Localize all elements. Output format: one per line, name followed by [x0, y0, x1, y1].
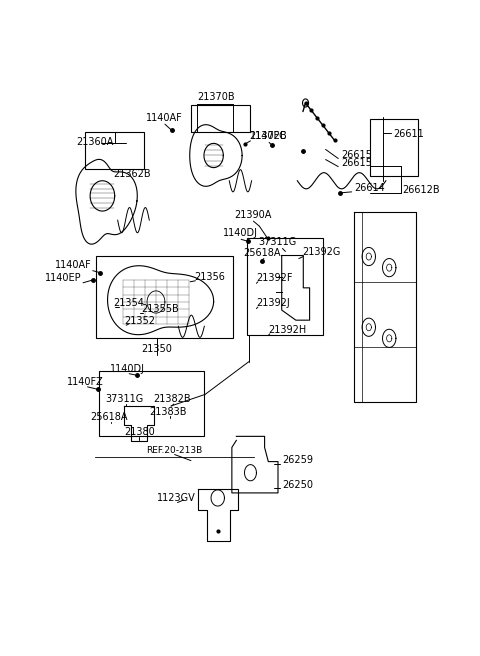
Text: 1140AF: 1140AF	[146, 113, 182, 123]
Text: 21392F: 21392F	[256, 273, 293, 283]
Text: 25618A: 25618A	[243, 247, 281, 258]
Text: 1140DJ: 1140DJ	[223, 228, 258, 238]
Text: 1140FZ: 1140FZ	[67, 377, 104, 387]
Text: 37311G: 37311G	[105, 394, 144, 404]
Text: 21372B: 21372B	[250, 131, 288, 141]
Text: 26615: 26615	[341, 157, 372, 168]
Bar	[370, 119, 418, 176]
Text: 21392H: 21392H	[268, 325, 307, 335]
Text: 21355B: 21355B	[141, 304, 179, 314]
Text: 26615: 26615	[341, 150, 372, 159]
Text: 21360A: 21360A	[77, 137, 114, 147]
Text: 21380: 21380	[124, 427, 155, 438]
Text: 26614: 26614	[354, 183, 384, 193]
Bar	[191, 105, 250, 133]
Text: 1140AF: 1140AF	[55, 260, 92, 270]
Text: 26259: 26259	[282, 455, 313, 464]
Text: 21370B: 21370B	[197, 92, 235, 102]
Text: 21390A: 21390A	[234, 210, 271, 220]
Text: 1140EP: 1140EP	[45, 273, 82, 283]
Text: 21362B: 21362B	[114, 169, 151, 178]
Text: 26611: 26611	[393, 129, 424, 139]
Bar	[85, 133, 144, 169]
Text: 26250: 26250	[282, 480, 313, 490]
Text: 26612B: 26612B	[402, 185, 440, 195]
Text: 21382B: 21382B	[153, 394, 191, 404]
Text: 1123GV: 1123GV	[156, 493, 195, 503]
Bar	[248, 238, 323, 335]
Text: 21383B: 21383B	[149, 407, 187, 417]
Text: 21356: 21356	[195, 272, 226, 282]
Text: 21352: 21352	[124, 316, 156, 326]
Text: 37311G: 37311G	[259, 237, 297, 247]
Text: 25618A: 25618A	[91, 412, 128, 422]
Text: 21354: 21354	[113, 298, 144, 308]
Text: 1140DJ: 1140DJ	[110, 363, 145, 374]
Text: 1140FC: 1140FC	[250, 131, 287, 141]
Bar	[99, 371, 204, 436]
Text: REF.20-213B: REF.20-213B	[146, 445, 203, 455]
Bar	[96, 255, 233, 338]
Text: 21392G: 21392G	[302, 247, 341, 256]
Text: 21350: 21350	[141, 344, 172, 354]
Text: 21392J: 21392J	[256, 298, 290, 308]
